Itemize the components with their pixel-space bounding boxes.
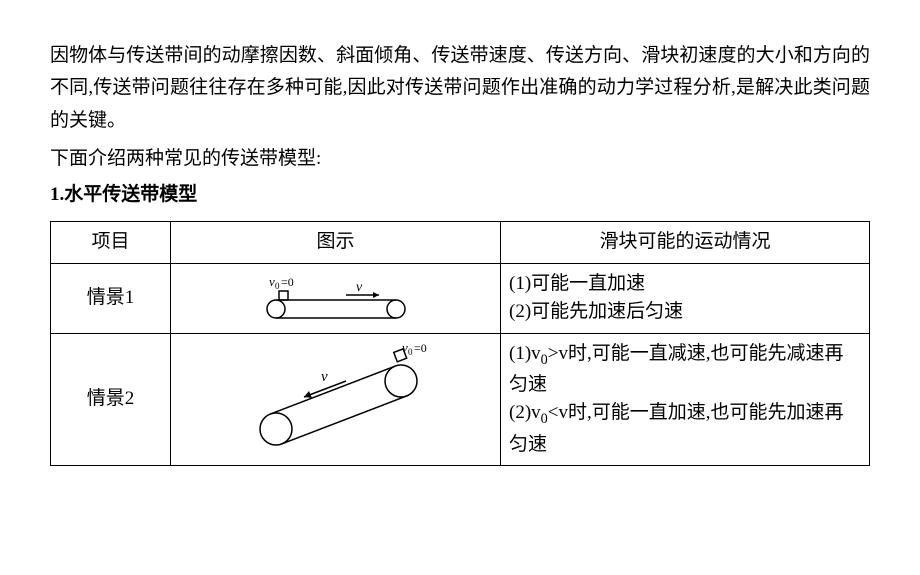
svg-text:=0: =0 — [414, 341, 427, 355]
paragraph-intro: 因物体与传送带间的动摩擦因数、斜面倾角、传送带速度、传送方向、滑块初速度的大小和… — [50, 40, 870, 137]
row2-desc-line1: (1)v0>v时,可能一直减速,也可能先减速再匀速 — [509, 340, 861, 400]
col-header-diagram: 图示 — [171, 222, 501, 263]
row1-diagram: v 0 =0 v — [171, 263, 501, 333]
row1-desc: (1)可能一直加速 (2)可能先加速后匀速 — [501, 263, 870, 333]
models-intro: 下面介绍两种常见的传送带模型: — [50, 143, 870, 175]
svg-text:v: v — [321, 369, 328, 385]
row2-diagram: v 0 =0 v — [171, 333, 501, 465]
row1-desc-line2: (2)可能先加速后匀速 — [509, 298, 861, 327]
table-row: 情景1 v — [51, 263, 870, 333]
models-table: 项目 图示 滑块可能的运动情况 情景1 — [50, 221, 870, 466]
row1-label: 情景1 — [51, 263, 171, 333]
row2-label: 情景2 — [51, 333, 171, 465]
section-title: 1.水平传送带模型 — [50, 179, 870, 211]
row1-desc-line1: (1)可能一直加速 — [509, 270, 861, 299]
table-row: 情景2 — [51, 333, 870, 465]
col-header-item: 项目 — [51, 222, 171, 263]
svg-text:v: v — [356, 280, 363, 295]
col-header-desc: 滑块可能的运动情况 — [501, 222, 870, 263]
table-header-row: 项目 图示 滑块可能的运动情况 — [51, 222, 870, 263]
row2-desc-line2: (2)v0<v时,可能一直加速,也可能先加速再匀速 — [509, 399, 861, 459]
row2-desc: (1)v0>v时,可能一直减速,也可能先减速再匀速 (2)v0<v时,可能一直加… — [501, 333, 870, 465]
svg-text:0: 0 — [408, 347, 413, 357]
svg-text:0: 0 — [275, 281, 280, 291]
svg-text:=0: =0 — [281, 275, 294, 289]
